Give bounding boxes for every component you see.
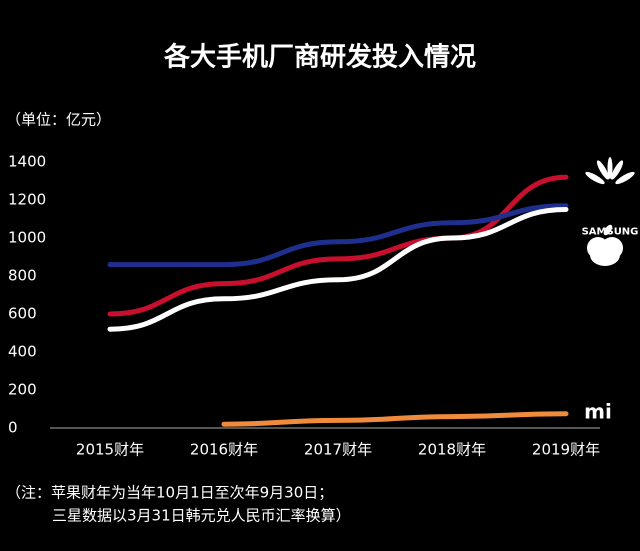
series-line: [107, 174, 569, 317]
chart-title: 各大手机厂商研发投入情况: [163, 42, 476, 73]
y-tick-label: 1200: [8, 191, 46, 209]
huawei-logo: [585, 157, 635, 185]
y-tick-label: 600: [8, 305, 37, 323]
x-tick-label: 2015财年: [76, 441, 144, 459]
x-tick-label: 2017财年: [304, 441, 372, 459]
note: 三星数据以3月31日韩元兑人民币汇率换算）: [52, 507, 351, 525]
series-line: [107, 203, 569, 268]
xiaomi-logo: mi: [584, 400, 612, 424]
x-tick-label: 2016财年: [190, 441, 258, 459]
series-line: [107, 207, 569, 332]
y-tick-label: 1400: [8, 153, 46, 171]
series-line: [221, 411, 569, 427]
note: （注：苹果财年为当年10月1日至次年9月30日；: [6, 484, 333, 502]
apple-logo: [587, 224, 623, 266]
y-tick-label: 0: [8, 419, 18, 437]
y-tick-label: 800: [8, 267, 37, 285]
y-tick-label: 1000: [8, 229, 46, 247]
x-tick-label: 2018财年: [418, 441, 486, 459]
x-tick-label: 2019财年: [532, 441, 600, 459]
legend-label: SAMSUNG: [582, 227, 639, 238]
y-tick-label: 200: [8, 381, 37, 399]
unit-label: （单位：亿元）: [6, 111, 111, 129]
y-tick-label: 400: [8, 343, 37, 361]
